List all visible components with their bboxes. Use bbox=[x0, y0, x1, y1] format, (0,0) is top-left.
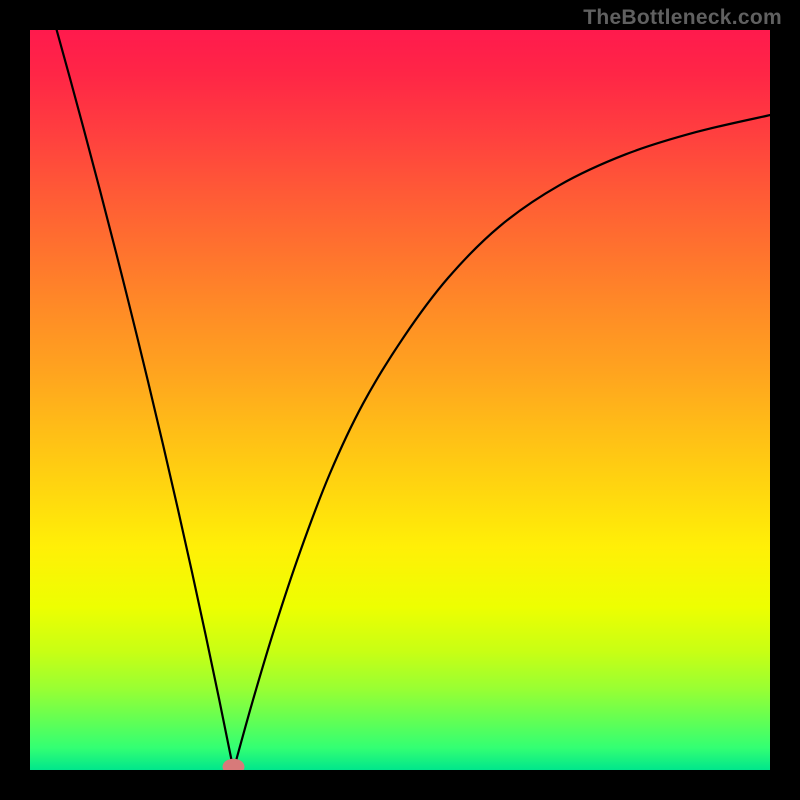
plot-area bbox=[30, 30, 770, 770]
watermark-text: TheBottleneck.com bbox=[583, 6, 782, 30]
chart-root: TheBottleneck.com bbox=[0, 0, 800, 800]
chart-svg bbox=[30, 30, 770, 770]
gradient-background bbox=[30, 30, 770, 770]
